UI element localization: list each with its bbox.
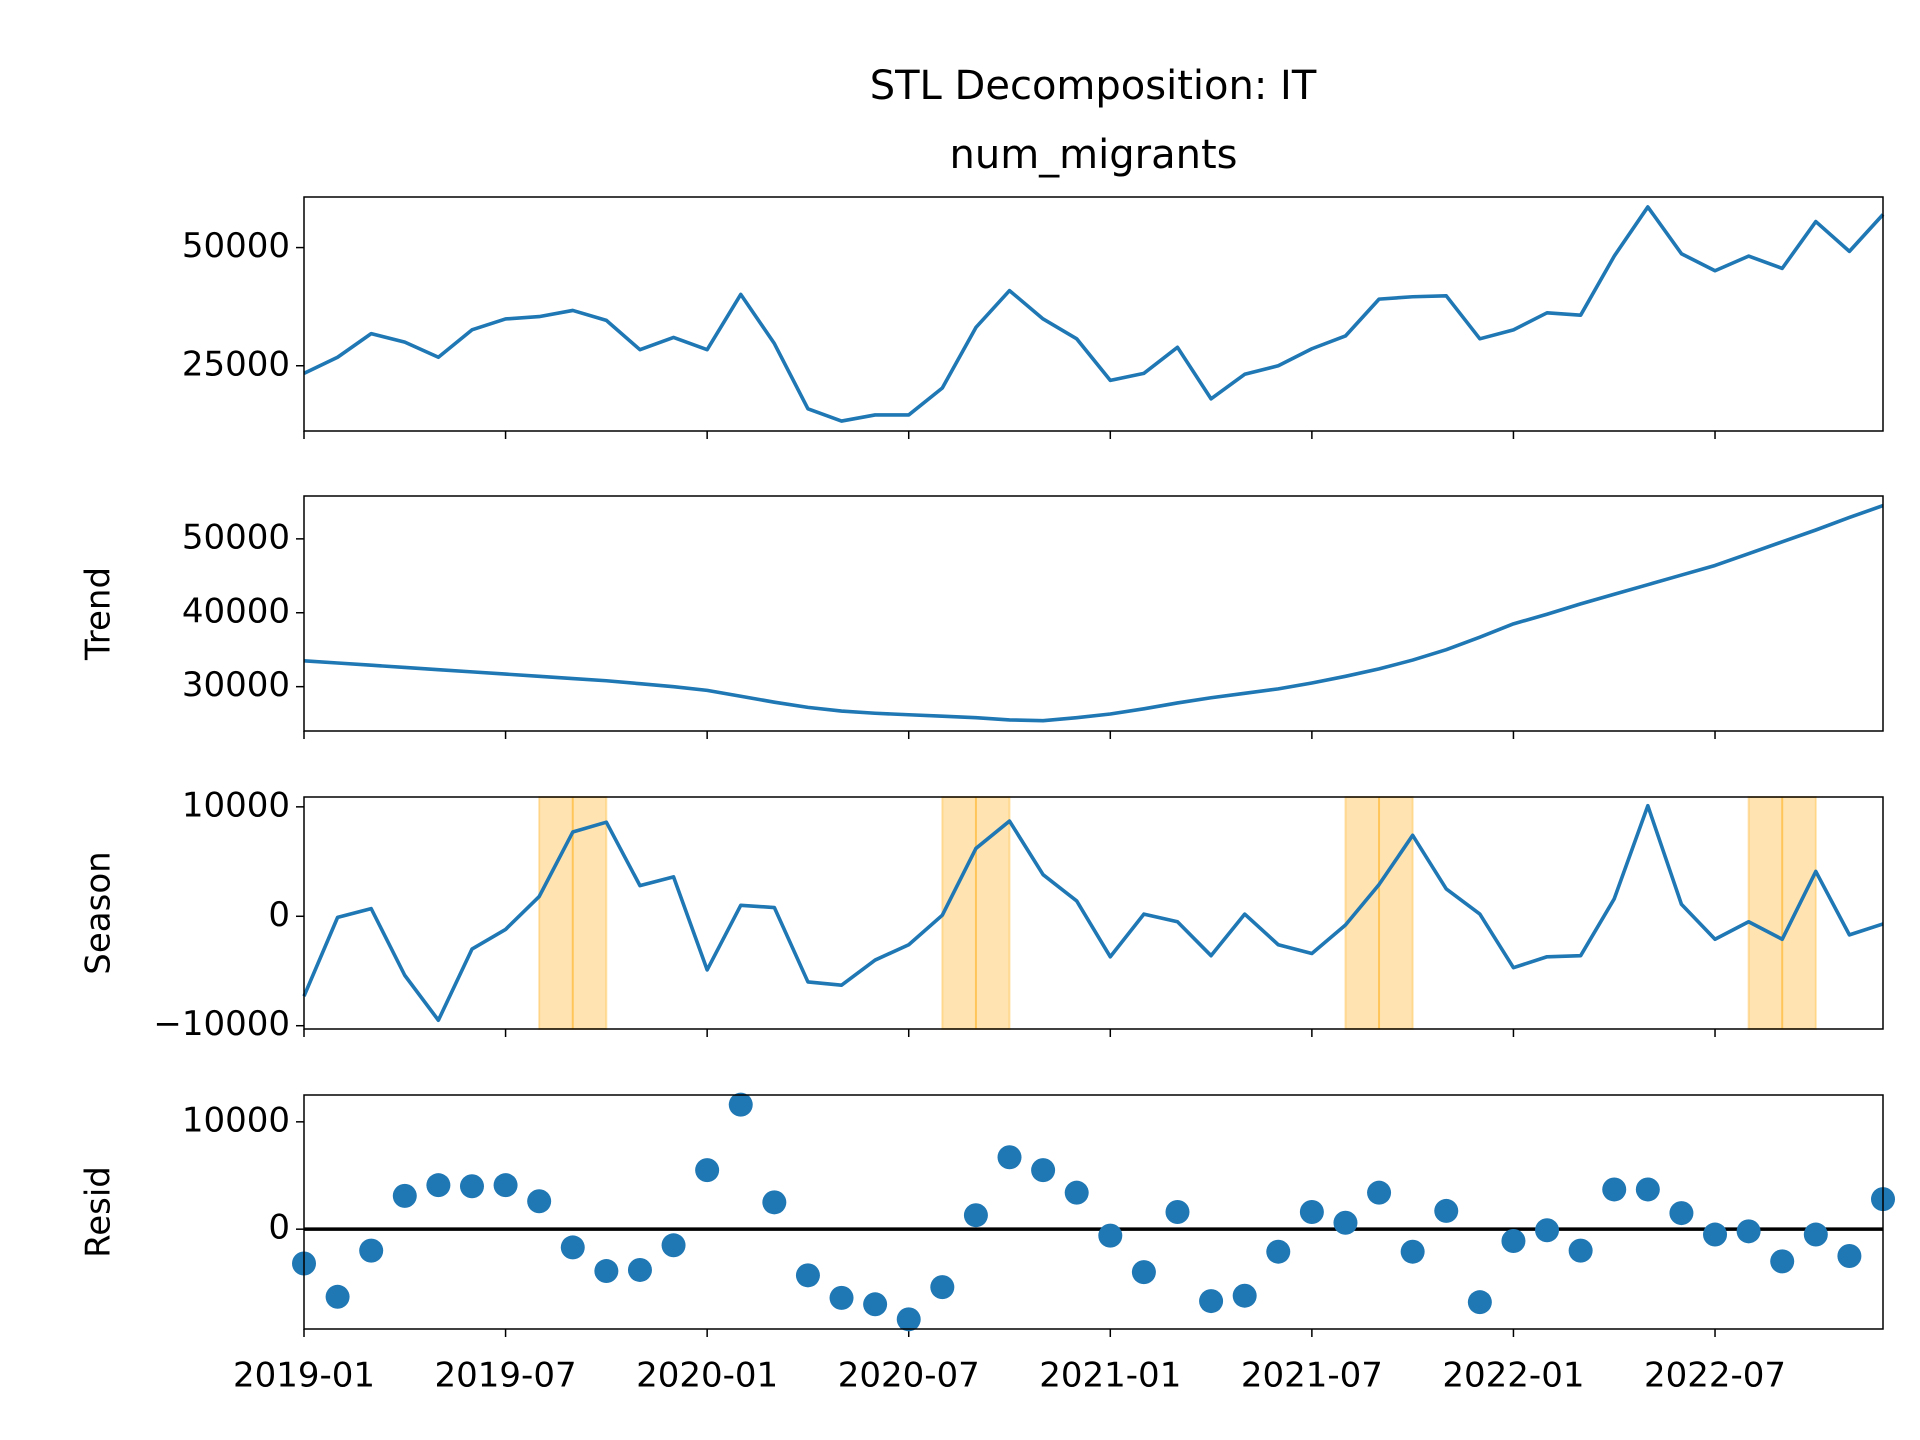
point (930, 1275, 955, 1300)
series-line (303, 205, 1885, 423)
panel-title: num_migrants (950, 132, 1238, 178)
point (1165, 1200, 1190, 1224)
x-tick-label: 2019-07 (435, 1356, 577, 1396)
point (459, 1174, 484, 1199)
panel-frame (303, 796, 1884, 1030)
point (795, 1263, 820, 1288)
point (1837, 1244, 1862, 1269)
x-tick-label: 2020-07 (838, 1356, 980, 1396)
point (1501, 1228, 1526, 1253)
point (1367, 1180, 1392, 1205)
point (1199, 1289, 1224, 1314)
point (527, 1189, 552, 1214)
y-tick-label: 10000 (182, 1100, 290, 1140)
point (627, 1257, 652, 1282)
point (1333, 1210, 1358, 1235)
point (1031, 1158, 1056, 1183)
panel-frame (303, 196, 1884, 432)
y-tick-label: 40000 (182, 591, 290, 631)
y-axis-label: Trend (79, 567, 119, 661)
y-tick-label: 50000 (182, 517, 290, 557)
x-tick-label: 2020-01 (636, 1356, 778, 1396)
point (1064, 1180, 1089, 1205)
point (1635, 1177, 1660, 1202)
point (1602, 1177, 1627, 1202)
point (594, 1259, 619, 1284)
point (359, 1238, 384, 1263)
point (762, 1190, 787, 1215)
point (1400, 1239, 1425, 1264)
point (1232, 1283, 1257, 1308)
point (1803, 1222, 1828, 1247)
point (1669, 1201, 1694, 1226)
point (896, 1307, 921, 1332)
y-tick-label: −10000 (153, 1004, 290, 1044)
point (661, 1233, 686, 1258)
series-line (303, 503, 1884, 723)
point (1131, 1260, 1156, 1285)
y-tick-label: 30000 (182, 665, 290, 705)
point (325, 1284, 350, 1309)
panel-frame (303, 495, 1884, 732)
figure-title: STL Decomposition: IT (870, 63, 1317, 109)
y-tick-label: 25000 (182, 344, 290, 384)
point (1770, 1249, 1795, 1274)
y-tick-label: 50000 (182, 226, 290, 266)
x-tick-label: 2021-01 (1039, 1356, 1181, 1396)
point (1434, 1198, 1459, 1223)
point (1467, 1290, 1492, 1315)
series-line (302, 803, 1884, 1023)
y-axis-label: Season (79, 851, 119, 974)
point (1568, 1238, 1593, 1263)
x-tick-label: 2022-07 (1644, 1356, 1786, 1396)
point (728, 1092, 753, 1117)
point (493, 1173, 518, 1198)
y-axis-label: Resid (79, 1166, 119, 1258)
point (997, 1145, 1022, 1170)
point (829, 1285, 854, 1310)
point (1299, 1200, 1324, 1224)
point (863, 1292, 888, 1317)
y-tick-label: 0 (268, 895, 290, 935)
point (695, 1158, 720, 1183)
x-tick-label: 2021-07 (1241, 1356, 1383, 1396)
point (1266, 1239, 1291, 1264)
x-tick-label: 2022-01 (1442, 1356, 1584, 1396)
point (426, 1173, 451, 1198)
x-tick-label: 2019-01 (233, 1356, 375, 1396)
point (963, 1203, 988, 1228)
panel-frame (303, 1094, 1884, 1330)
point (1535, 1218, 1560, 1243)
y-tick-label: 0 (268, 1208, 290, 1248)
point (1098, 1223, 1123, 1248)
point (560, 1235, 585, 1260)
y-tick-label: 10000 (182, 785, 290, 825)
point (1736, 1219, 1761, 1244)
point (1703, 1222, 1728, 1247)
point (392, 1183, 417, 1208)
